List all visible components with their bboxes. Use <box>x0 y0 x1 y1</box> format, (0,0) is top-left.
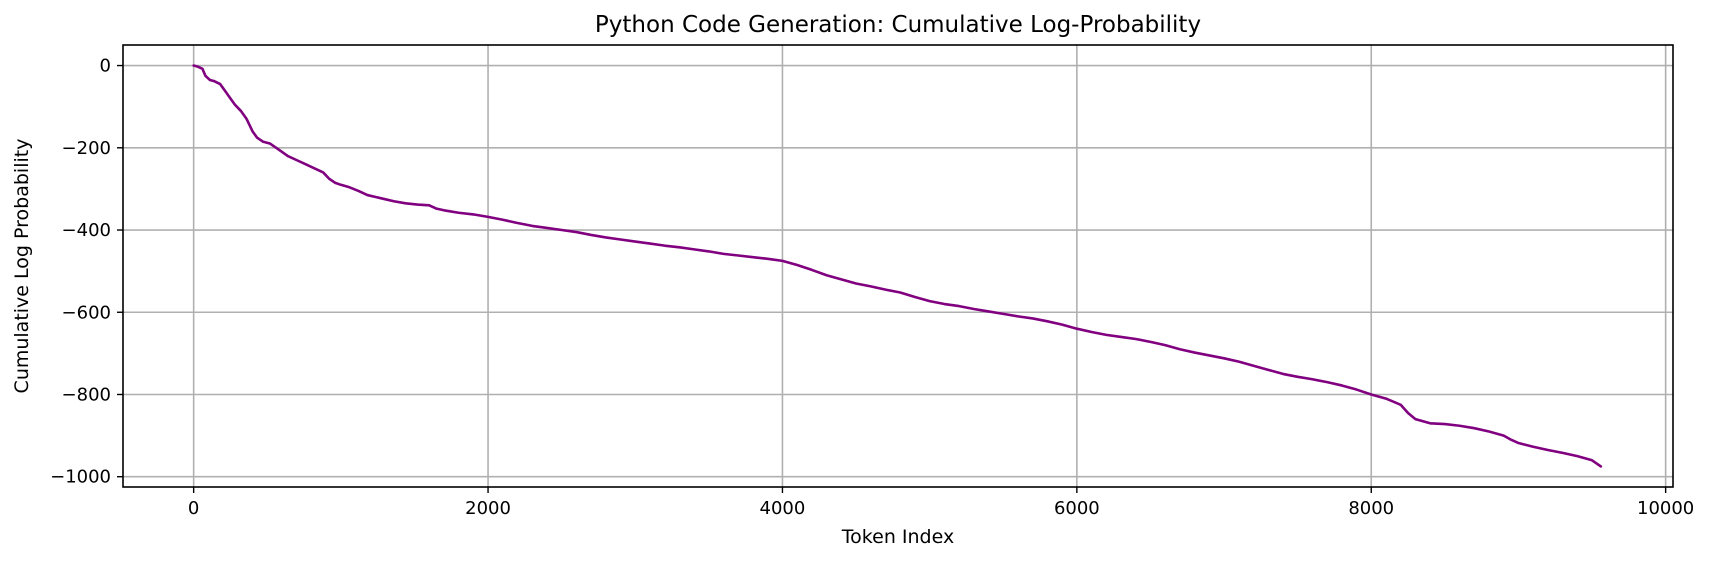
y-axis-ticks: 0 −200 −400 −600 −800 −1000 <box>50 56 123 488</box>
plot-area-frame <box>122 44 1674 488</box>
y-gridlines <box>123 64 1673 478</box>
x-tick-label: 6000 <box>1054 498 1100 519</box>
x-axis-ticks: 0 2000 4000 6000 8000 10000 <box>188 487 1694 519</box>
x-tick-label: 10000 <box>1637 498 1694 519</box>
x-tick-label: 4000 <box>760 498 806 519</box>
y-tick-label: −1000 <box>50 467 111 488</box>
y-tick-label: 0 <box>100 56 111 77</box>
x-tick-label: 0 <box>188 498 199 519</box>
y-tick-label: −200 <box>62 138 111 159</box>
x-axis-label: Token Index <box>841 526 954 548</box>
series-line-cumulative-log-probability <box>192 64 1603 468</box>
y-axis-label: Cumulative Log Probability <box>11 139 33 394</box>
x-tick-label: 2000 <box>465 498 511 519</box>
x-tick-label: 8000 <box>1348 498 1394 519</box>
x-gridlines <box>192 45 1667 487</box>
chart-title: Python Code Generation: Cumulative Log-P… <box>595 12 1201 38</box>
y-tick-label: −800 <box>62 384 111 405</box>
y-tick-label: −400 <box>62 220 111 241</box>
y-tick-label: −600 <box>62 302 111 323</box>
